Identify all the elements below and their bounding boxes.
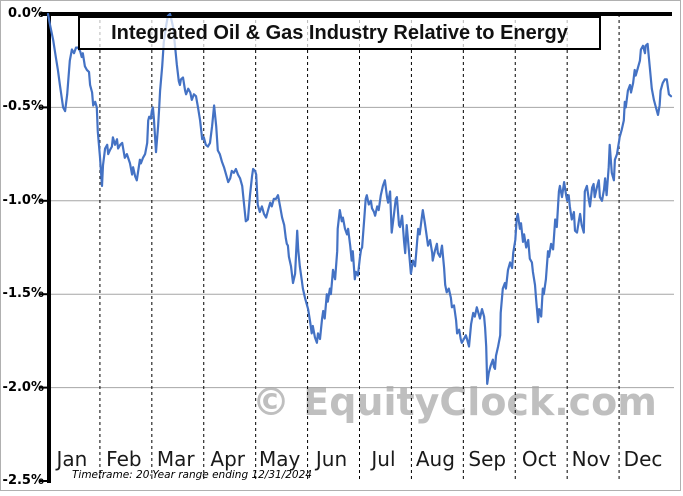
y-tick-label: -0.5% xyxy=(2,99,44,115)
month-label: Apr xyxy=(210,447,246,471)
month-label: Jun xyxy=(315,447,348,471)
left-axis-spine xyxy=(47,12,51,483)
month-label: Aug xyxy=(415,447,455,471)
month-label: Mar xyxy=(156,447,195,471)
month-label: Jan xyxy=(56,447,88,471)
equityclock-watermark: © EquityClock.com xyxy=(252,380,657,424)
month-label: Feb xyxy=(106,447,142,471)
y-tick-label: -1.5% xyxy=(2,286,44,302)
y-tick-label: -2.5% xyxy=(2,473,44,488)
chart-title-box: Integrated Oil & Gas Industry Relative t… xyxy=(78,16,601,50)
seasonality-line xyxy=(46,12,673,385)
month-label: Oct xyxy=(521,447,557,471)
y-tick-label: -1.0% xyxy=(2,192,44,208)
y-tick-label: 0.0% xyxy=(7,6,44,21)
timeframe-footnote: Timeframe: 20-Year range ending 12/31/20… xyxy=(72,469,312,481)
month-label: Dec xyxy=(623,447,663,471)
month-label: May xyxy=(258,447,301,471)
month-label: Jul xyxy=(371,447,396,471)
top-axis-spine xyxy=(41,12,672,16)
y-tick-label: -2.0% xyxy=(2,379,44,395)
chart-title: Integrated Oil & Gas Industry Relative t… xyxy=(111,21,568,44)
month-label: Nov xyxy=(571,447,611,471)
month-label: Sep xyxy=(468,447,507,471)
